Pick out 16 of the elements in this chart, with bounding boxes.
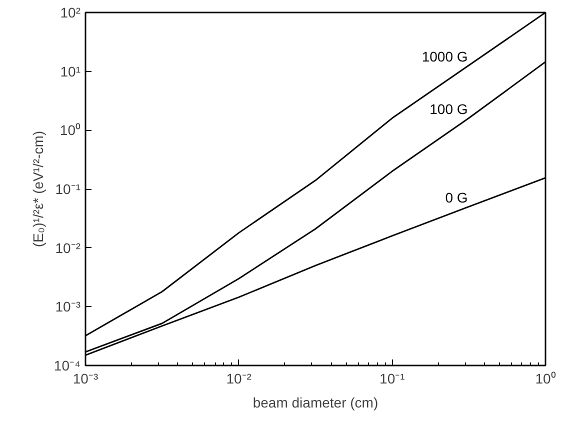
y-tick-label: 10⁻¹ <box>55 181 81 197</box>
x-tick-label: 10⁻² <box>226 370 252 386</box>
y-axis-title: (E₀)¹/²ε* (eV¹/²-cm) <box>30 130 46 248</box>
x-tick-label: 10⁻¹ <box>380 370 406 386</box>
y-tick-label: 10⁻⁴ <box>54 358 81 374</box>
y-tick-label: 10⁰ <box>60 122 81 138</box>
series-label: 1000 G <box>422 48 468 64</box>
x-tick-label: 10⁻³ <box>72 370 98 386</box>
x-tick-label: 10⁰ <box>535 370 556 386</box>
series-label: 0 G <box>445 190 468 206</box>
series-label: 100 G <box>430 101 468 118</box>
y-tick-label: 10¹ <box>60 63 81 80</box>
y-tick-label: 10⁻² <box>55 240 81 256</box>
x-axis-title: beam diameter (cm) <box>252 394 378 410</box>
y-tick-label: 10⁻³ <box>55 298 81 315</box>
y-tick-label: 10² <box>60 4 81 20</box>
